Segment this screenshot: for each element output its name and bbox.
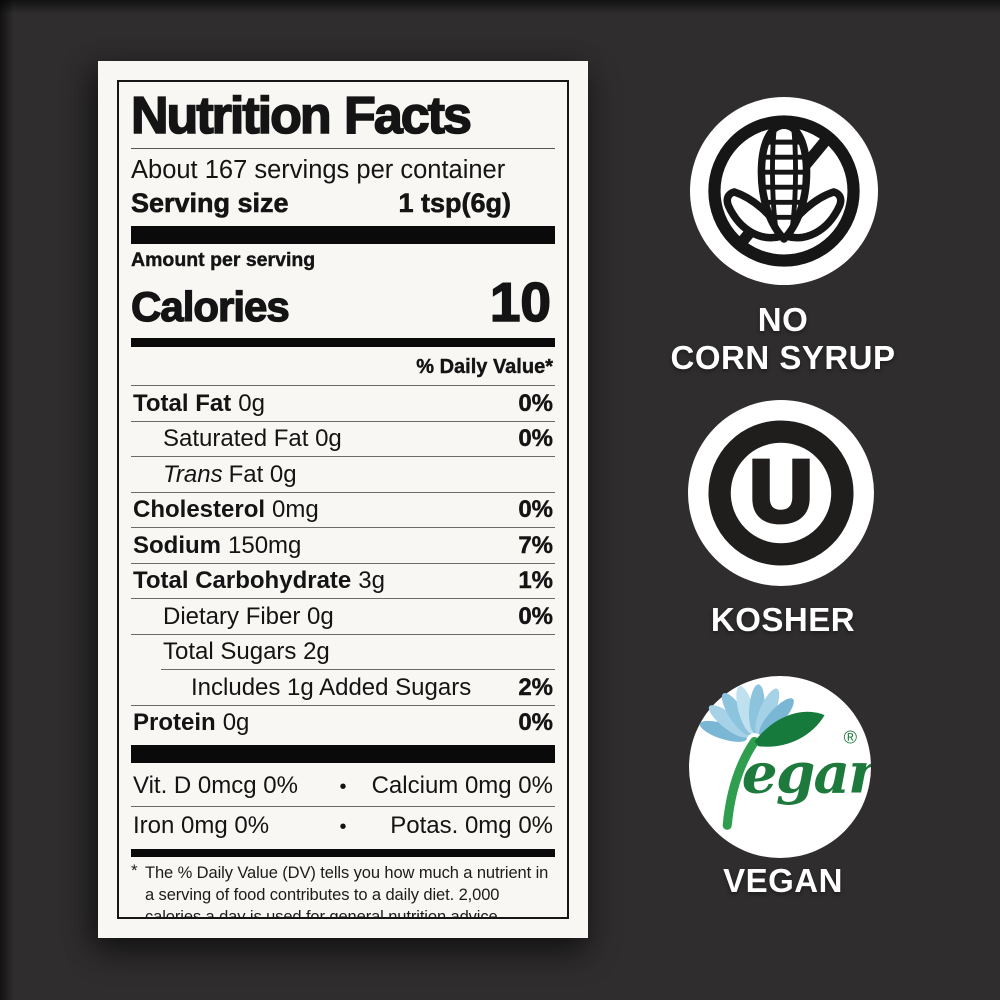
vegan-caption: VEGAN [723, 862, 843, 899]
leaf [754, 711, 825, 747]
nutrient-row-total-sugars: Total Sugars 2g [131, 633, 555, 670]
stem [722, 736, 760, 830]
nutrition-facts-label: Nutrition Facts About 167 servings per c… [98, 61, 588, 938]
registered-mark: ® [844, 727, 858, 747]
medium-divider-bar [131, 338, 555, 347]
nutrient-row-dietary-fiber: Dietary Fiber 0g 0% [131, 598, 555, 634]
serving-size-label: Serving size [131, 188, 289, 219]
nutrient-row-total-fat: Total Fat 0g 0% [131, 385, 555, 421]
daily-value: 2% [518, 673, 553, 701]
nutrient-row-added-sugars: Includes 1g Added Sugars 2% [161, 669, 555, 705]
medium-divider-bar [131, 849, 555, 857]
nutrition-facts-title: Nutrition Facts [130, 87, 555, 149]
daily-value: 0% [518, 389, 553, 417]
micro-row-iron-potassium: Iron 0mg 0% • Potas. 0mg 0% [131, 806, 555, 846]
thick-divider-bar [131, 745, 555, 763]
daily-value: 1% [518, 567, 553, 594]
nutrition-facts-border: Nutrition Facts About 167 servings per c… [117, 80, 569, 919]
no-corn-syrup-icon [708, 115, 860, 267]
kosher-u-icon: U [708, 420, 854, 566]
vegan-flower-icon: egan ® [699, 684, 871, 830]
thick-divider-bar [131, 226, 555, 244]
bullet-separator: • [339, 816, 347, 838]
nutrient-row-saturated-fat: Saturated Fat 0g 0% [131, 420, 555, 457]
flower-petals [699, 684, 794, 742]
nutrient-row-sodium: Sodium 150mg 7% [131, 527, 555, 563]
calories-row: Calories 10 [130, 270, 555, 334]
asterisk: * [131, 861, 138, 880]
vegan-wordmark: egan [742, 740, 871, 806]
kosher-u-letter: U [749, 442, 812, 540]
serving-size-value: 1 tsp(6g) [398, 188, 511, 219]
daily-value: 0% [518, 709, 553, 736]
daily-value-header: % Daily Value* [416, 356, 553, 378]
calories-label: Calories [130, 282, 290, 330]
daily-value-footnote: * The % Daily Value (DV) tells you how m… [131, 861, 549, 919]
calories-value: 10 [489, 270, 552, 334]
daily-value: 7% [518, 531, 553, 559]
daily-value: 0% [518, 496, 553, 523]
kosher-caption: KOSHER [710, 601, 856, 638]
amount-per-serving-label: Amount per serving [131, 249, 316, 271]
nutrient-rows: Total Fat 0g 0% Saturated Fat 0g 0% Trans… [131, 385, 555, 740]
micro-row-vitd-calcium: Vit. D 0mcg 0% • Calcium 0mg 0% [133, 772, 553, 799]
kosher-badge: U [688, 400, 874, 586]
nutrient-row-protein: Protein 0g 0% [131, 704, 555, 741]
no-corn-syrup-badge [690, 97, 878, 285]
servings-per-container: About 167 servings per container [131, 156, 506, 184]
nutrient-row-trans-fat: Trans Fat 0g [131, 456, 555, 492]
micronutrient-rows: Vit. D 0mcg 0% • Calcium 0mg 0% Iron 0mg… [131, 767, 555, 846]
bullet-separator: • [339, 776, 347, 798]
daily-value: 0% [518, 425, 553, 452]
no-corn-syrup-caption: NO CORN SYRUP [670, 301, 896, 376]
nutrient-row-cholesterol: Cholesterol 0mg 0% [131, 491, 555, 528]
nutrient-row-total-carbohydrate: Total Carbohydrate 3g 1% [131, 562, 555, 599]
serving-size-row: Serving size 1 tsp(6g) [131, 186, 555, 221]
daily-value: 0% [518, 602, 553, 630]
vegan-badge: egan ® [689, 676, 871, 858]
